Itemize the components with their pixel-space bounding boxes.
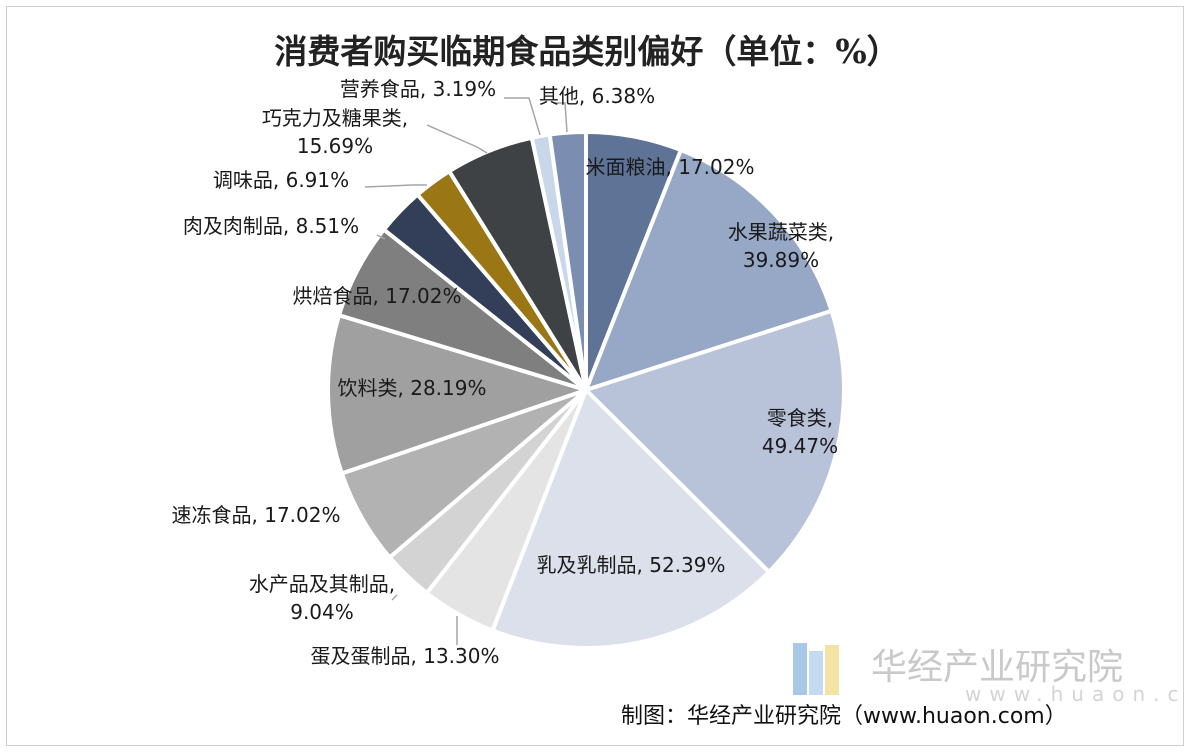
data-label: 营养食品, 3.19% [340, 77, 496, 101]
data-label: 乳及乳制品, 52.39% [537, 553, 726, 577]
data-label: 蛋及蛋制品, 13.30% [311, 644, 500, 668]
leader-line [553, 102, 568, 133]
watermark-logo-blue-2 [809, 651, 823, 695]
watermark-text: 华经产业研究院 [871, 647, 1123, 688]
watermark-logo-blue [793, 643, 807, 695]
data-label: 饮料类, 28.19% [338, 376, 487, 400]
pie-slice [326, 313, 588, 476]
data-label: 水果蔬菜类, 39.89% [728, 220, 834, 272]
source-note: 制图：华经产业研究院（www.huaon.com） [621, 704, 1067, 729]
data-labels: 米面粮油, 17.02% 水果蔬菜类, 39.89% 零食类, 49.47% 乳及乳制品,… [172, 77, 839, 668]
data-label: 米面粮油, 17.02% [586, 155, 755, 179]
data-label: 零食类, 49.47% [762, 406, 838, 458]
pie-slice [584, 308, 846, 574]
data-label: 水产品及其制品, 9.04% [249, 572, 395, 624]
leader-lines [364, 97, 568, 645]
data-label: 巧克力及糖果类, 15.69% [262, 106, 408, 158]
leader-line [391, 594, 398, 601]
data-label: 其他, 6.38% [539, 84, 655, 108]
pie-chart: 消费者购买临期食品类别偏好（单位：%） 华经产业研究院 www.huaon.co… [172, 32, 1185, 729]
data-label: 调味品, 6.91% [213, 168, 349, 192]
leader-line [504, 97, 541, 136]
data-label: 速冻食品, 17.02% [172, 503, 341, 527]
data-label: 烘焙食品, 17.02% [293, 284, 462, 308]
watermark-subtext: www.huaon.com [965, 682, 1185, 706]
watermark-logo-yellow [825, 645, 839, 695]
watermark: 华经产业研究院 www.huaon.com [793, 643, 1185, 706]
leader-line [364, 184, 427, 188]
chart-frame: 消费者购买临期食品类别偏好（单位：%） 华经产业研究院 www.huaon.co… [6, 6, 1185, 746]
pie-slices [326, 130, 846, 650]
leader-line [376, 234, 386, 240]
data-label: 肉及肉制品, 8.51% [183, 214, 359, 238]
pie-slice [547, 130, 588, 392]
chart-title: 消费者购买临期食品类别偏好（单位：%） [274, 32, 899, 71]
leader-line [426, 124, 488, 154]
